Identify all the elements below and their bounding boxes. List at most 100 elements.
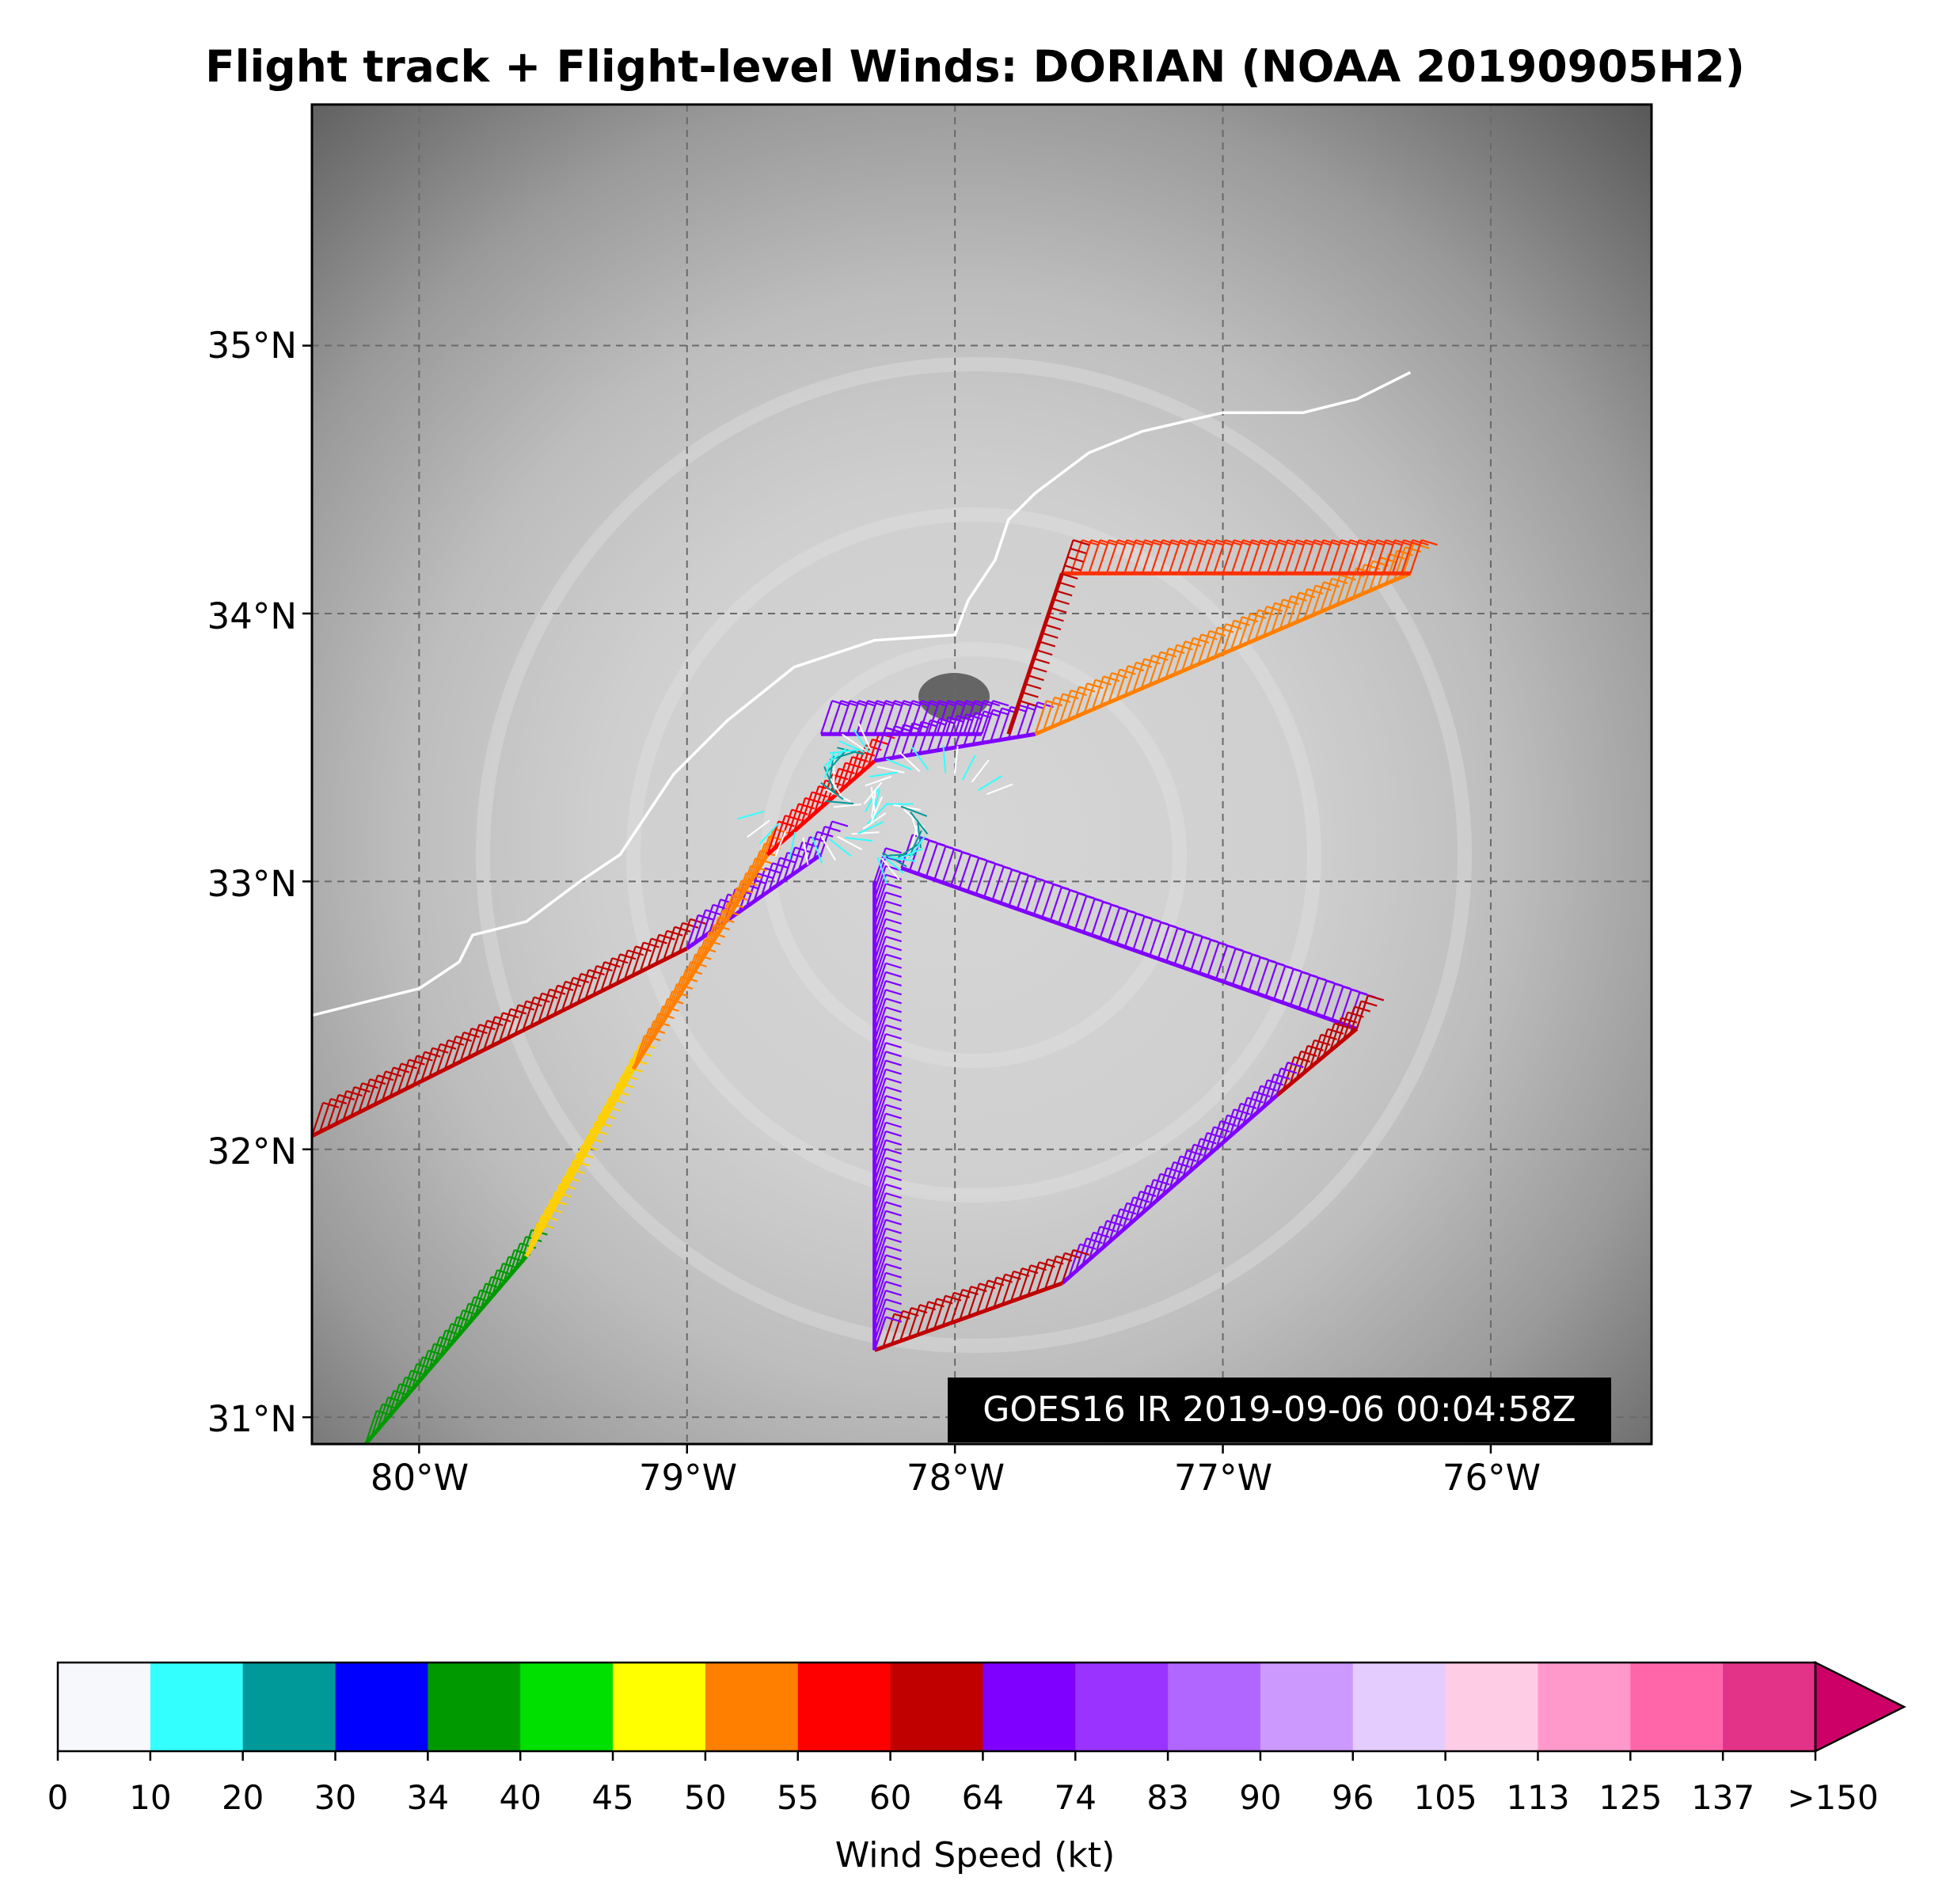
wind-barb bbox=[873, 891, 887, 926]
wind-barb bbox=[1034, 700, 1047, 735]
coastline bbox=[312, 371, 1412, 1017]
wind-barb bbox=[873, 936, 887, 971]
eye-barb bbox=[857, 821, 884, 834]
wind-barb bbox=[720, 895, 733, 929]
eye-barb bbox=[802, 837, 809, 865]
wind-barb-flag bbox=[885, 1148, 902, 1155]
wind-barb bbox=[1315, 1028, 1329, 1063]
wind-barb-flag bbox=[936, 1298, 953, 1305]
wind-barb bbox=[462, 1296, 475, 1331]
wind-barb-flag bbox=[1313, 1039, 1331, 1046]
wind-barb bbox=[873, 1077, 887, 1112]
wind-barb-flag bbox=[885, 1085, 902, 1093]
eye-barb bbox=[737, 810, 765, 820]
wind-barb bbox=[1331, 986, 1344, 1020]
wind-barb bbox=[963, 700, 976, 735]
wind-barb bbox=[507, 1243, 522, 1277]
wind-barb bbox=[1157, 925, 1170, 960]
lon-label-79w: 79°W bbox=[638, 1457, 738, 1499]
wind-barb-flag bbox=[1079, 1243, 1097, 1250]
wind-barb bbox=[428, 1336, 441, 1371]
wind-barb bbox=[873, 944, 887, 979]
wind-barb bbox=[1336, 571, 1349, 606]
wind-barb bbox=[557, 1168, 570, 1203]
wind-barb-flag bbox=[1106, 1219, 1123, 1227]
eye-barb bbox=[758, 823, 780, 845]
wind-barb-flag bbox=[742, 883, 759, 890]
wind-barb bbox=[1303, 585, 1317, 619]
wind-barb-flag bbox=[885, 900, 902, 907]
colorbar-tick-label: 137 bbox=[1691, 1778, 1755, 1817]
wind-barb-flag bbox=[1059, 581, 1076, 588]
wind-barb-flag bbox=[557, 984, 574, 991]
wind-barb-flag bbox=[1073, 1248, 1089, 1256]
wind-barb-flag bbox=[1039, 640, 1056, 648]
wind-barb bbox=[1355, 539, 1369, 574]
wind-barb bbox=[1246, 610, 1260, 644]
satellite-ir-background bbox=[312, 105, 1652, 1444]
wind-barb bbox=[1355, 995, 1369, 1029]
wind-barb bbox=[683, 954, 697, 988]
colorbar-tick-label: 45 bbox=[591, 1778, 634, 1817]
wind-barb-flag bbox=[1340, 1017, 1358, 1024]
wind-barb bbox=[1202, 1127, 1215, 1161]
wind-barb bbox=[1123, 913, 1137, 948]
barb-segment bbox=[363, 1222, 554, 1444]
wind-barb-flag bbox=[1019, 700, 1036, 707]
colorbar-tick-label: 10 bbox=[129, 1778, 172, 1817]
wind-barb-flag bbox=[1013, 1270, 1030, 1277]
wind-barb-flag bbox=[1100, 1226, 1116, 1233]
wind-barb-flag bbox=[431, 1047, 449, 1054]
eye-barb bbox=[908, 835, 926, 860]
wind-barb bbox=[1140, 655, 1154, 690]
wind-barb bbox=[867, 733, 880, 767]
wind-barb-flag bbox=[1119, 1208, 1137, 1215]
wind-barb-flag bbox=[885, 1280, 902, 1287]
wind-barb-flag bbox=[1386, 539, 1402, 546]
wind-barb bbox=[873, 1245, 887, 1280]
wind-barb-flag bbox=[1233, 1108, 1250, 1115]
wind-barb-flag bbox=[1117, 539, 1135, 546]
wind-barb-flag bbox=[1247, 1096, 1264, 1104]
wind-barb-flag bbox=[1188, 539, 1206, 546]
wind-barb bbox=[397, 1059, 410, 1093]
wind-barb-flag bbox=[779, 857, 796, 864]
wind-barb-flag bbox=[987, 1279, 1005, 1286]
wind-barb bbox=[1141, 1179, 1155, 1214]
wind-barb-flag bbox=[1334, 1022, 1351, 1029]
wind-barb bbox=[502, 1249, 515, 1284]
colorbar-cell bbox=[797, 1663, 891, 1751]
wind-barb-flag bbox=[439, 1043, 457, 1050]
wind-barb bbox=[743, 857, 757, 892]
wind-barb bbox=[1263, 602, 1276, 637]
wind-barb bbox=[819, 821, 834, 855]
lat-label-33: 33°N bbox=[207, 863, 297, 905]
wind-barb bbox=[1349, 1001, 1363, 1035]
colorbar-cell bbox=[242, 1663, 336, 1751]
wind-barb bbox=[1264, 963, 1278, 998]
wind-barb bbox=[1108, 669, 1121, 703]
spiral-bands bbox=[476, 357, 1472, 1353]
colorbar-cell bbox=[613, 1663, 706, 1751]
wind-barb bbox=[342, 1086, 355, 1121]
wind-barb bbox=[873, 998, 887, 1032]
wind-barb bbox=[873, 1254, 887, 1289]
eye-barb bbox=[826, 800, 854, 805]
eye-barb bbox=[910, 811, 929, 835]
wind-barb-flag bbox=[885, 989, 902, 996]
wind-barb bbox=[522, 997, 535, 1031]
wind-barb bbox=[1132, 658, 1146, 693]
eye-barb bbox=[870, 786, 876, 815]
wind-barb-flag bbox=[885, 1104, 902, 1111]
colorbar-tick-label: 105 bbox=[1413, 1778, 1477, 1817]
wind-barb-flag bbox=[885, 1174, 902, 1181]
wind-barb-flag bbox=[564, 980, 582, 987]
wind-barb-flag bbox=[1033, 657, 1050, 664]
wind-barb-flag bbox=[1226, 1114, 1244, 1121]
wind-barb-flag bbox=[486, 1020, 504, 1027]
wind-barb-flag bbox=[794, 846, 812, 853]
wind-barb bbox=[1203, 539, 1218, 574]
wind-barb bbox=[1255, 1079, 1268, 1114]
